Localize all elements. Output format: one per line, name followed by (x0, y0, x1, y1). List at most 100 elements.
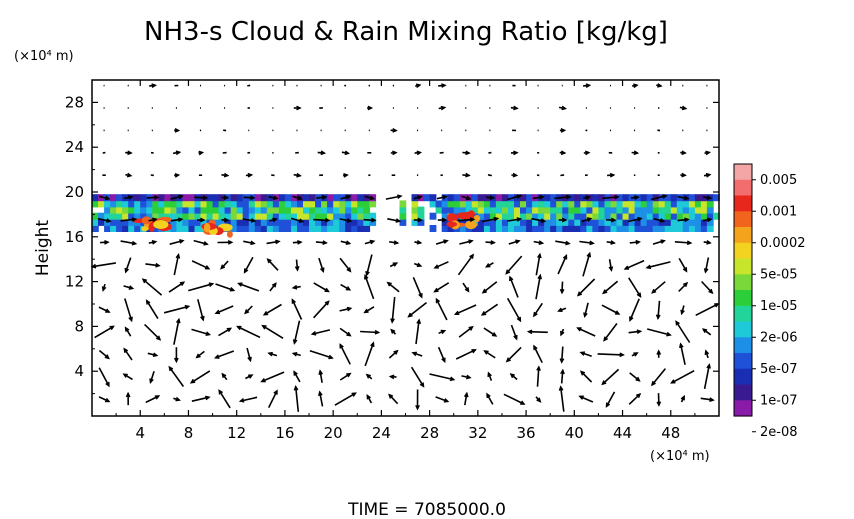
cloud-cell (526, 194, 533, 202)
wind-arrow (458, 325, 474, 338)
wind-arrow (125, 391, 131, 406)
cloud-cell (532, 218, 539, 226)
cloud-cell (616, 194, 624, 202)
wind-arrow (292, 320, 301, 345)
wind-arrow (535, 273, 542, 300)
wind-arrow (189, 370, 211, 384)
cloud-cell (369, 218, 377, 226)
cloud-cell (574, 206, 582, 214)
cloud-cell (652, 206, 660, 214)
wind-arrow (578, 395, 594, 403)
wind-arrow (533, 344, 543, 364)
wind-arrow (290, 217, 305, 223)
cloud-cell (604, 212, 612, 220)
cloud-cell (646, 194, 654, 202)
cloud-cell (260, 206, 268, 214)
cloud-cell (411, 206, 419, 214)
cloud-cell (128, 218, 135, 226)
wind-arrow (293, 105, 302, 111)
x-tick-label: 28 (420, 424, 439, 442)
cloud-cell (423, 194, 431, 202)
cloud-cell (321, 212, 328, 220)
cloud-cell (526, 200, 533, 208)
cloud-cell (526, 225, 533, 232)
cloud-cell (188, 206, 196, 214)
wind-arrow (145, 262, 161, 268)
cloud-cell (694, 225, 702, 232)
cloud-cell (236, 212, 244, 220)
wind-arrow (627, 216, 643, 223)
cloud-cell (321, 200, 328, 208)
wind-arrow (340, 283, 352, 291)
cloud-cell (284, 200, 292, 208)
cloud-cell (514, 212, 521, 220)
cloud-cell (489, 212, 497, 220)
cloud-cell (453, 200, 461, 208)
wind-arrow (364, 273, 375, 300)
cloud-cell (562, 212, 570, 220)
wind-arrow (390, 328, 397, 335)
cloud-cell (556, 200, 563, 208)
cloud-cell (140, 194, 147, 202)
wind-arrow (147, 352, 159, 357)
cloud-cell (146, 212, 154, 220)
cloud-cell (399, 218, 407, 226)
cloud-cell (134, 194, 141, 202)
cloud-cell (658, 194, 666, 202)
wind-arrow (415, 318, 422, 345)
cloud-cell (357, 206, 365, 214)
cloud-cell (164, 206, 172, 214)
wind-arrow (677, 217, 690, 223)
cloud-cell (206, 206, 214, 214)
cloud-cell (544, 206, 551, 214)
wind-arrow (597, 352, 625, 358)
wind-arrow (98, 195, 111, 201)
cloud-cell (508, 200, 515, 208)
x-tick-label: 36 (517, 424, 536, 442)
wind-arrow (487, 371, 493, 381)
cloud-cell (664, 218, 672, 226)
y-tick-label: 28 (65, 93, 84, 111)
cloud-cell (110, 200, 117, 208)
cloud-cell (676, 206, 684, 214)
cloud-cell (272, 200, 280, 208)
wind-arrow (655, 300, 661, 320)
cloud-cell (664, 206, 672, 214)
wind-arrow (120, 240, 138, 246)
wind-arrow (266, 258, 279, 271)
cloud-cell (146, 206, 154, 214)
wind-arrow (97, 217, 112, 223)
cloud-cell (676, 218, 684, 226)
cloud-cell (212, 200, 220, 208)
cloud-cell (206, 200, 214, 208)
colorbar-label: 1e-05 (760, 299, 798, 314)
wind-arrow (339, 306, 353, 312)
wind-arrow (363, 306, 375, 314)
cloud-cell (92, 200, 99, 208)
wind-arrow (603, 323, 618, 342)
wind-arrow (218, 389, 231, 409)
cloud-cell (212, 206, 220, 214)
wind-arrow (173, 347, 179, 364)
wind-arrow (170, 194, 184, 200)
cloud-cell (682, 206, 690, 214)
cloud-cell (502, 206, 509, 214)
cloud-cell (351, 212, 358, 220)
cloud-cell (459, 194, 467, 202)
cloud-cell (345, 225, 352, 232)
cloud-cell (688, 225, 696, 232)
wind-arrow (629, 239, 641, 245)
cloud-cell (309, 218, 316, 226)
wind-arrow (583, 83, 592, 88)
cloud-cell (447, 206, 455, 214)
cloud-cell (254, 200, 262, 208)
cloud-cell (574, 200, 582, 208)
wind-arrow (122, 373, 133, 381)
cloud-cell (604, 225, 612, 232)
x-tick-label: 40 (565, 424, 584, 442)
wind-arrow (145, 395, 161, 404)
cloud-cell (206, 194, 214, 202)
cloud-cell (363, 200, 371, 208)
cloud-cell (230, 225, 238, 232)
cloud-cell (514, 200, 521, 208)
